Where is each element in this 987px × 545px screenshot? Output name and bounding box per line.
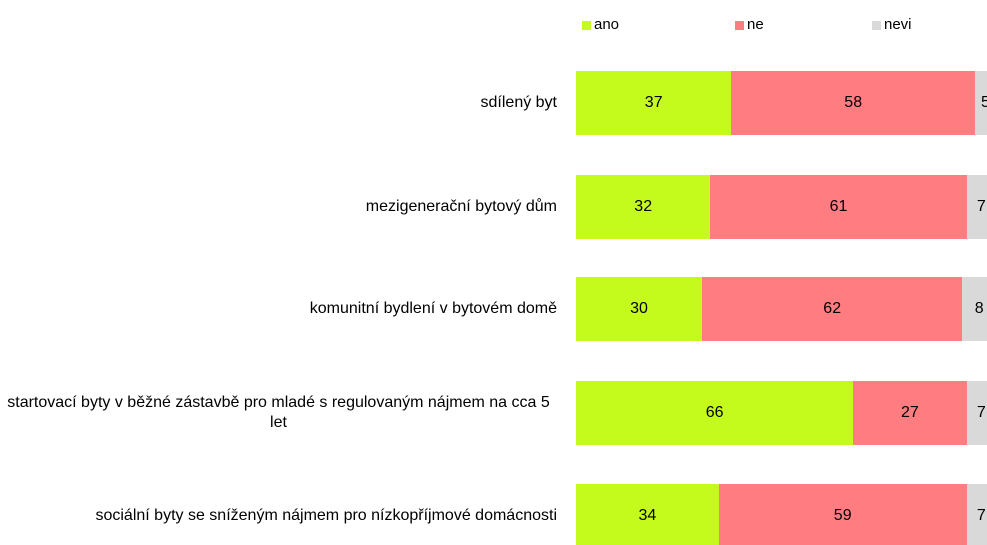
- value-label: 5: [981, 94, 987, 111]
- bar-segment: [966, 484, 987, 545]
- value-label: 62: [823, 300, 842, 317]
- bar-segment: [975, 71, 987, 135]
- value-label: 32: [634, 198, 653, 215]
- value-label: 30: [630, 300, 648, 317]
- category-label: sdílený byt: [0, 93, 557, 113]
- bar-segment: [853, 381, 967, 445]
- category-text: komunitní bydlení v bytovém domě: [309, 300, 557, 317]
- category-text: mezigenerační bytový dům: [365, 198, 557, 215]
- value-label: 8: [974, 300, 984, 317]
- bar-segment: [576, 484, 719, 545]
- bar-segment: [962, 277, 987, 341]
- bar-segment: [710, 175, 967, 239]
- bar-segment: [966, 175, 987, 239]
- category-text: sociální byty se sníženým nájmem pro níz…: [95, 507, 557, 524]
- bar-segment: [576, 277, 702, 341]
- value-label: 37: [644, 94, 663, 111]
- value-label: 7: [976, 507, 986, 524]
- bar-segment: [576, 381, 854, 445]
- bar-segment: [576, 71, 732, 135]
- legend-label: ne: [747, 16, 764, 33]
- value-label: 61: [829, 198, 848, 215]
- category-label: startovací byty v běžné zástavbě pro mla…: [0, 393, 557, 433]
- legend-swatch: [872, 21, 881, 30]
- value-label: 7: [976, 404, 986, 421]
- bar-segment: [576, 175, 711, 239]
- legend-swatch: [735, 21, 744, 30]
- category-text: sdílený byt: [480, 94, 557, 111]
- legend-label: nevi: [884, 16, 912, 33]
- category-label: mezigenerační bytový dům: [0, 197, 557, 217]
- bar-segment: [731, 71, 975, 135]
- category-label: komunitní bydlení v bytovém domě: [0, 299, 557, 319]
- value-label: 59: [833, 507, 852, 524]
- legend-label: ano: [594, 16, 620, 33]
- bar-segment: [718, 484, 967, 545]
- value-label: 66: [705, 404, 724, 421]
- legend-swatch: [582, 21, 591, 30]
- value-label: 58: [844, 94, 863, 111]
- value-label: 34: [638, 507, 657, 524]
- value-label: 27: [900, 404, 919, 421]
- bar-segment: [966, 381, 987, 445]
- bar-segment: [702, 277, 963, 341]
- value-label: 7: [976, 198, 986, 215]
- category-text: startovací byty v běžné zástavbě pro mla…: [7, 394, 550, 431]
- category-label: sociální byty se sníženým nájmem pro níz…: [0, 506, 557, 526]
